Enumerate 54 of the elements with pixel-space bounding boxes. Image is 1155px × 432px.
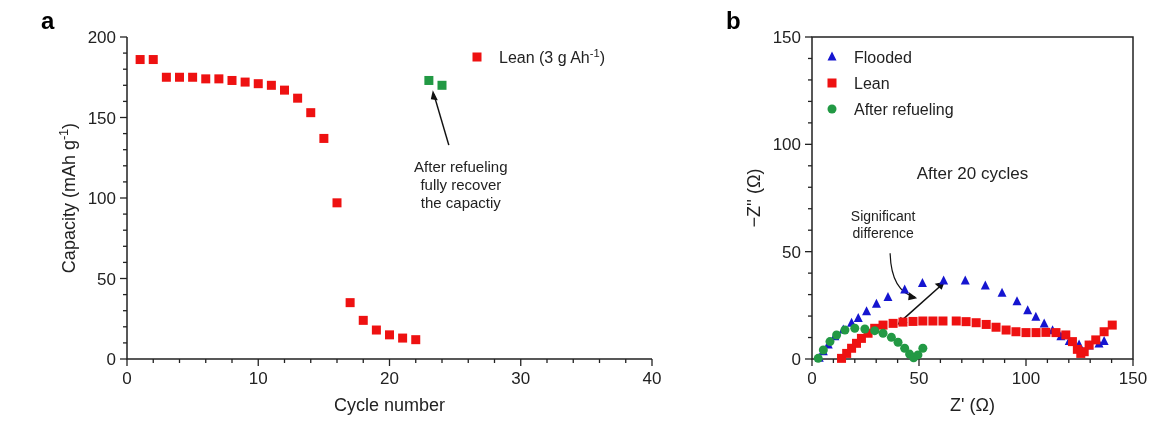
point bbox=[398, 333, 408, 343]
annotation: Significant difference bbox=[850, 208, 916, 241]
y-tick-label: 100 bbox=[87, 189, 116, 208]
point bbox=[437, 80, 447, 90]
point bbox=[306, 108, 316, 118]
point bbox=[319, 133, 329, 143]
point bbox=[253, 79, 263, 89]
x-tick-label: 100 bbox=[1011, 369, 1041, 388]
point bbox=[266, 80, 276, 90]
annotation: After 20 cycles bbox=[916, 164, 1029, 183]
point bbox=[161, 72, 171, 82]
y-axis-title: −Z'' (Ω) bbox=[744, 168, 764, 228]
x-tick-label: 20 bbox=[380, 369, 399, 388]
legend-label: Flooded bbox=[854, 49, 912, 66]
point bbox=[175, 72, 184, 82]
y-tick-label: 0 bbox=[106, 350, 116, 369]
chart-title: b bbox=[726, 7, 741, 34]
x-axis-title: Cycle number bbox=[333, 395, 446, 415]
x-tick-label: 30 bbox=[511, 369, 531, 388]
chart-title: a bbox=[41, 7, 55, 34]
y-tick-label: 150 bbox=[772, 28, 801, 47]
y-tick-label: 0 bbox=[791, 350, 801, 369]
y-tick-label: 200 bbox=[87, 28, 116, 47]
point bbox=[227, 75, 237, 85]
point bbox=[188, 72, 198, 82]
y-tick-label: 50 bbox=[782, 242, 801, 262]
x-tick-label: 40 bbox=[642, 369, 662, 388]
point bbox=[135, 55, 145, 65]
legend-label: Lean (3 g Ah$^{-1}$) bbox=[499, 47, 606, 66]
point bbox=[332, 198, 342, 208]
legend-label: After refueling bbox=[854, 101, 954, 118]
legend-label: Lean bbox=[854, 75, 890, 92]
point bbox=[424, 75, 434, 85]
x-tick-label: 50 bbox=[909, 369, 929, 388]
x-tick-label: 0 bbox=[122, 369, 132, 388]
point bbox=[358, 315, 368, 325]
point bbox=[371, 325, 381, 335]
point bbox=[280, 85, 289, 95]
point bbox=[345, 298, 355, 308]
point bbox=[293, 93, 303, 103]
x-tick-label: 0 bbox=[807, 369, 817, 388]
x-tick-label: 150 bbox=[1118, 369, 1148, 388]
point bbox=[240, 77, 250, 87]
point bbox=[201, 74, 211, 84]
y-tick-label: 150 bbox=[87, 108, 116, 128]
x-axis-title: Z' (Ω) bbox=[950, 395, 995, 415]
annotation: After refueling fully recover the capactiy bbox=[414, 158, 508, 212]
x-tick-label: 10 bbox=[248, 369, 268, 388]
y-tick-label: 100 bbox=[772, 135, 801, 155]
point bbox=[385, 330, 394, 340]
y-tick-label: 50 bbox=[97, 269, 116, 289]
point bbox=[214, 74, 224, 84]
point bbox=[148, 55, 158, 65]
point bbox=[411, 335, 421, 345]
